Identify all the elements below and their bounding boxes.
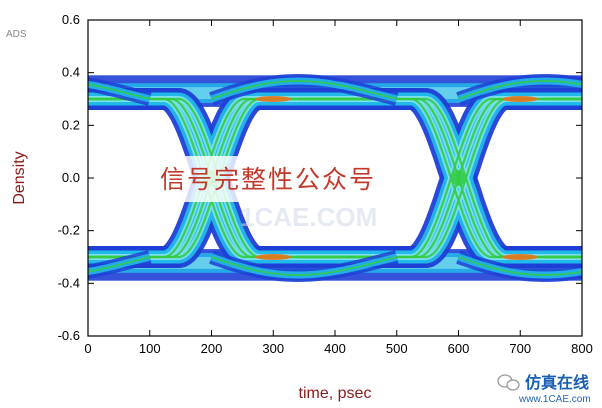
brand-text: 仿真在线 — [525, 373, 589, 392]
density-hotspot — [8, 96, 44, 102]
x-tick-label: 500 — [386, 341, 408, 356]
brand-watermark: 仿真在线 www.1CAE.com — [497, 373, 591, 405]
ghost-watermark: 1CAE.COM — [240, 202, 377, 232]
x-tick-label: 600 — [448, 341, 470, 356]
y-axis-title: Density — [11, 151, 28, 204]
falling-transition — [543, 97, 582, 101]
rising-transition — [542, 254, 582, 260]
watermark-box: 信号完整性公众号 — [150, 156, 386, 202]
watermark-text: 信号完整性公众号 — [160, 165, 376, 194]
rising-transition — [543, 255, 582, 259]
rising-transition — [534, 246, 582, 268]
rising-transition — [538, 250, 582, 264]
rising-transition — [543, 255, 582, 259]
falling-transition — [543, 97, 582, 101]
brand-url: www.1CAE.com — [518, 394, 591, 405]
crossing-point — [452, 170, 465, 186]
falling-transition — [534, 88, 582, 110]
overshoot-low — [88, 256, 151, 273]
y-tick-label: -0.4 — [58, 275, 80, 290]
ads-corner-label: ADS — [6, 29, 27, 40]
density-hotspot — [8, 254, 44, 260]
falling-transition — [543, 97, 582, 101]
wechat-icon — [497, 374, 520, 391]
y-tick-label: -0.2 — [58, 223, 80, 238]
falling-transition — [542, 96, 582, 102]
rising-transition — [534, 246, 582, 268]
x-tick-label: 0 — [84, 341, 91, 356]
density-hotspot — [255, 96, 292, 102]
y-tick-label: 0.0 — [62, 170, 80, 185]
x-tick-label: 100 — [139, 341, 161, 356]
y-tick-label: 0.2 — [62, 117, 80, 132]
x-axis-title: time, psec — [299, 385, 372, 402]
x-tick-label: 400 — [324, 341, 346, 356]
x-axis: 0 100 200 300 400 500 600 700 800 — [84, 20, 593, 356]
x-tick-label: 700 — [509, 341, 531, 356]
y-tick-label: 0.4 — [62, 65, 80, 80]
density-hotspot — [502, 96, 539, 102]
overshoot-high — [88, 83, 151, 100]
falling-transition — [542, 96, 582, 102]
overshoot-low — [458, 256, 582, 276]
y-axis: 0.6 0.4 0.2 0.0 -0.2 -0.4 -0.6 — [58, 12, 582, 343]
falling-transition — [534, 88, 582, 110]
falling-transition — [534, 88, 582, 110]
x-tick-label: 800 — [571, 341, 593, 356]
falling-transition — [542, 96, 582, 102]
density-hotspot — [255, 254, 292, 260]
rising-transition — [543, 255, 582, 259]
rising-transition — [534, 246, 582, 268]
overshoot-high — [458, 80, 582, 100]
overshoot-high — [211, 80, 398, 100]
x-tick-label: 200 — [201, 341, 223, 356]
x-tick-label: 300 — [262, 341, 284, 356]
falling-transition — [538, 92, 582, 106]
rising-transition — [542, 254, 582, 260]
rising-transition — [542, 254, 582, 260]
density-hotspot — [502, 254, 539, 260]
rising-transition — [538, 250, 582, 264]
rising-transition — [538, 250, 582, 264]
y-tick-label: -0.6 — [58, 328, 80, 343]
overshoot-low — [211, 256, 398, 276]
falling-transition — [538, 92, 582, 106]
y-tick-label: 0.6 — [62, 12, 80, 27]
falling-transition — [538, 92, 582, 106]
